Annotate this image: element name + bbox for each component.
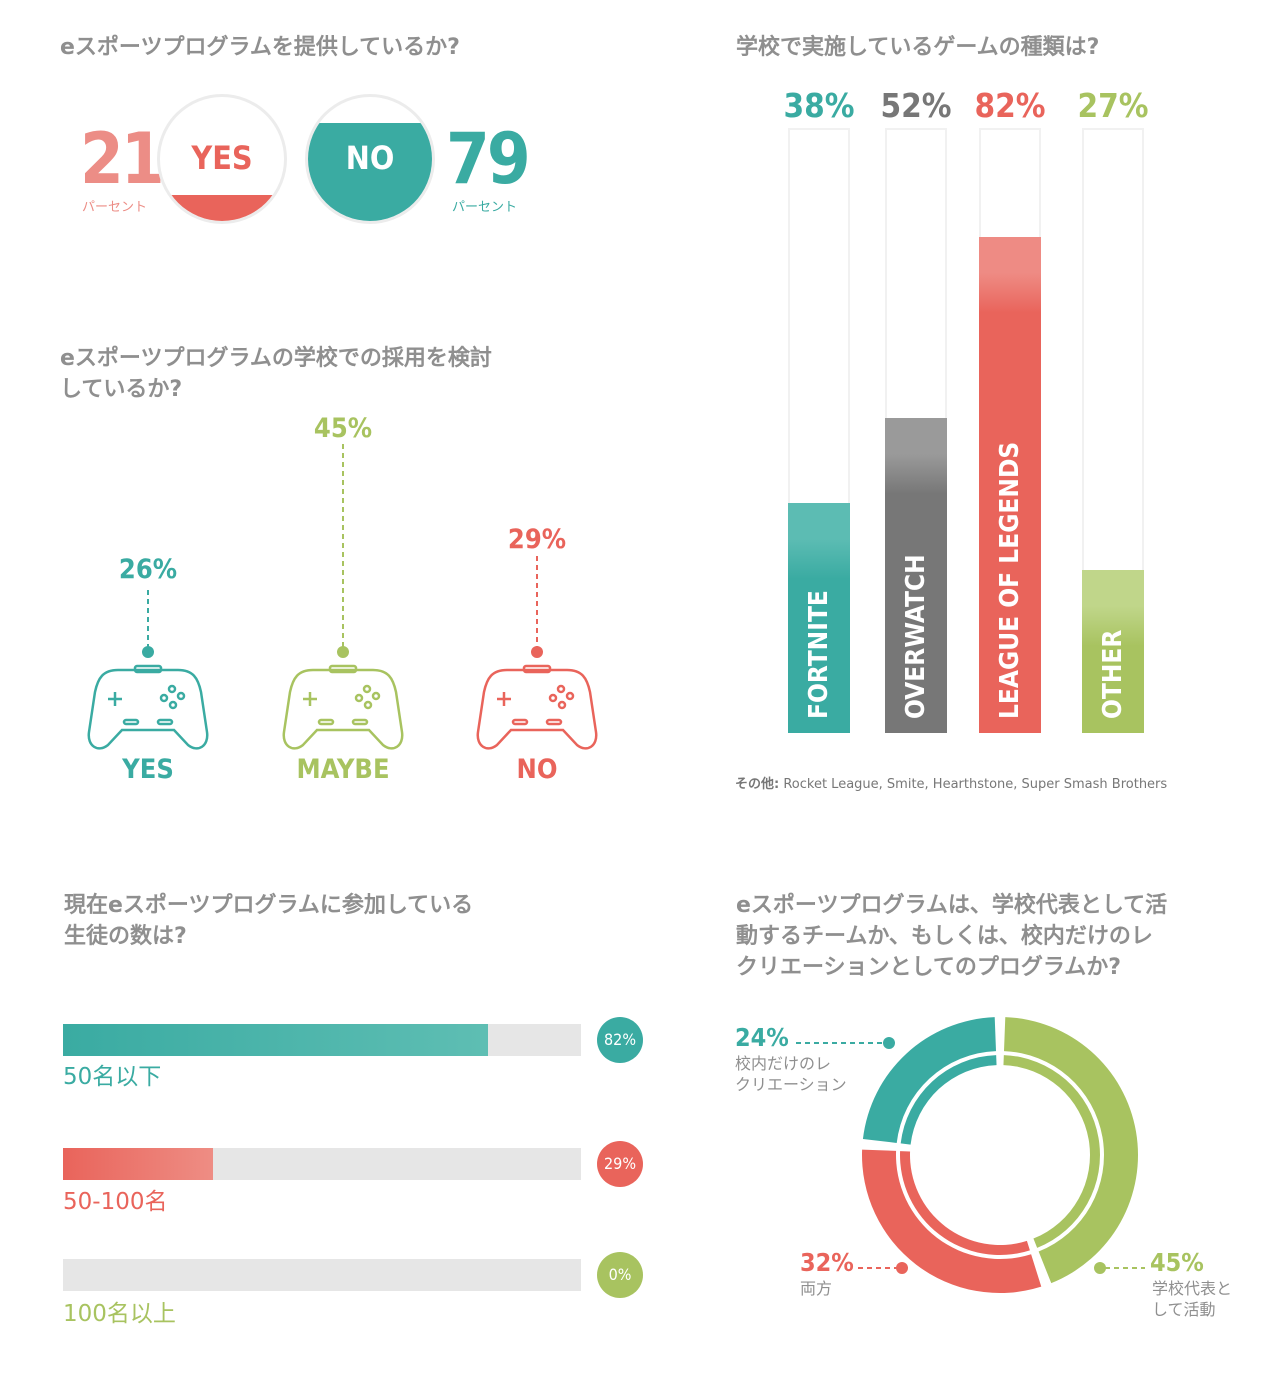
- gamepad-icon: [282, 664, 404, 750]
- students-bar-fill: [63, 1148, 214, 1180]
- both-value: 32%: [800, 1248, 854, 1277]
- consider-yes-stem: [142, 590, 154, 658]
- consider-no-label: NO: [516, 754, 558, 785]
- rec-label: 校内だけのレ クリエーション: [735, 1053, 847, 1095]
- team-question-line1: eスポーツプログラムは、学校代表として活: [736, 893, 1168, 918]
- consider-question: eスポーツプログラムの学校での採用を検討 しているか?: [60, 343, 492, 405]
- gamepad-icon: [87, 664, 209, 750]
- consider-maybe-label: MAYBE: [296, 754, 390, 785]
- no-percent-value: 79: [446, 118, 531, 200]
- donut-inner-ring: [900, 1151, 1030, 1255]
- games-value-label: 82%: [974, 86, 1046, 125]
- consider-chart: [87, 444, 598, 750]
- students-question-line2: 生徒の数は?: [64, 924, 187, 949]
- consider-no-value: 29%: [507, 524, 567, 555]
- rec-label-line2: クリエーション: [735, 1075, 847, 1094]
- rep-label-line1: 学校代表と: [1152, 1279, 1233, 1298]
- games-question: 学校で実施しているゲームの種類は?: [736, 35, 1100, 60]
- gamepad-icon: [476, 664, 598, 750]
- rep-value: 45%: [1150, 1248, 1204, 1277]
- yes-circle: YES: [157, 94, 287, 224]
- students-badge: 82%: [597, 1017, 643, 1063]
- games-other-note-text: Rocket League, Smite, Hearthstone, Super…: [779, 777, 1168, 792]
- consider-maybe-stem: [337, 444, 349, 658]
- donut-segment: [862, 1017, 997, 1143]
- students-bar-label: 50名以下: [63, 1064, 162, 1090]
- games-bar: [979, 236, 1041, 733]
- donut-segment: [862, 1149, 1042, 1293]
- rep-label: 学校代表と して活動: [1152, 1278, 1232, 1320]
- yes-circle-fill: [160, 194, 284, 221]
- students-bar-label: 50-100名: [63, 1189, 168, 1215]
- rep-label-line2: して活動: [1152, 1300, 1216, 1319]
- both-label: 両方: [800, 1279, 833, 1298]
- games-category-label: FORTNITE: [804, 590, 834, 719]
- consider-no-stem: [531, 556, 543, 658]
- games-bar: [1082, 569, 1144, 733]
- students-bar-fill: [63, 1024, 488, 1056]
- consider-maybe-value: 45%: [313, 413, 373, 444]
- no-percent-unit: パーセント: [452, 200, 518, 215]
- consider-question-line2: しているか?: [60, 377, 183, 402]
- games-other-note-label: その他:: [735, 777, 780, 792]
- donut-inner-ring: [1003, 1055, 1100, 1248]
- games-bar: [788, 503, 850, 733]
- games-other-note: その他: Rocket League, Smite, Hearthstone, …: [735, 773, 1167, 792]
- students-badge: 29%: [597, 1141, 643, 1187]
- students-question-line1: 現在eスポーツプログラムに参加している: [64, 893, 474, 918]
- yes-percent-value: 21: [80, 118, 165, 200]
- games-category-label: LEAGUE OF LEGENDS: [995, 441, 1025, 719]
- students-badge: 0%: [597, 1252, 643, 1298]
- team-question-line3: クリエーションとしてのプログラムか?: [736, 955, 1122, 980]
- team-donut-chart: [862, 1017, 1138, 1293]
- games-chart: 38% FORTNITE 52% OVERWATCH 82% LEAGUE OF LEGE…: [760, 80, 1180, 740]
- donut-segment: [1003, 1017, 1138, 1284]
- no-circle: NO: [305, 94, 435, 224]
- games-value-label: 38%: [783, 86, 855, 125]
- rec-label-line1: 校内だけのレ: [735, 1054, 832, 1073]
- games-value-label: 52%: [880, 86, 952, 125]
- students-bar-track: [63, 1259, 581, 1291]
- donut-inner-ring: [900, 1055, 997, 1145]
- games-bar: [885, 418, 947, 733]
- students-bar-label: 100名以上: [63, 1301, 176, 1327]
- consider-yes-value: 26%: [118, 554, 178, 585]
- games-bar-frame: [788, 128, 850, 733]
- games-category-label: OTHER: [1098, 629, 1128, 719]
- games-category-label: OVERWATCH: [901, 554, 931, 719]
- offer-question: eスポーツプログラムを提供しているか?: [60, 35, 460, 60]
- team-question: eスポーツプログラムは、学校代表として活 動するチームか、もしくは、校内だけのレ…: [736, 890, 1167, 983]
- consider-question-line1: eスポーツプログラムの学校での採用を検討: [60, 346, 492, 371]
- rec-value: 24%: [735, 1023, 789, 1052]
- no-circle-label: NO: [345, 139, 395, 177]
- yes-circle-label: YES: [191, 139, 253, 177]
- yes-percent-unit: パーセント: [82, 200, 148, 215]
- games-value-label: 27%: [1077, 86, 1149, 125]
- team-question-line2: 動するチームか、もしくは、校内だけのレ: [736, 924, 1153, 949]
- no-circle-fill: [308, 123, 432, 221]
- consider-yes-label: YES: [122, 754, 174, 785]
- students-question: 現在eスポーツプログラムに参加している 生徒の数は?: [64, 890, 473, 952]
- games-bar-frame: [1082, 128, 1144, 733]
